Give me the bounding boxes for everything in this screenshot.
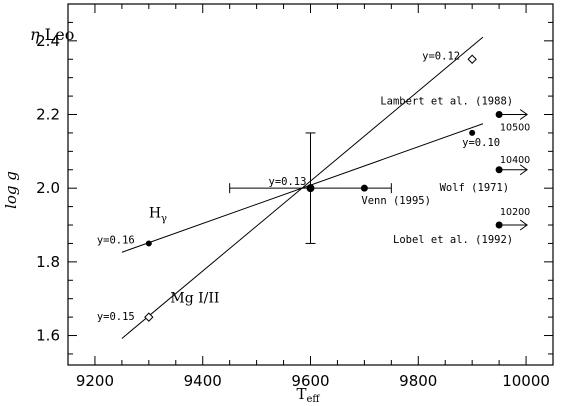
fit-line-label: Hγ — [149, 206, 167, 225]
y-tick-label: 1.8 — [36, 253, 60, 271]
point-marker-diamond — [467, 54, 477, 64]
literature-temperature: 10500 — [500, 123, 530, 134]
arrow-head — [519, 109, 528, 120]
y-tick-label: 1.6 — [36, 327, 60, 345]
fit-line-label-sub: γ — [161, 214, 167, 225]
y-axis-label: log g — [2, 171, 20, 209]
literature-marker — [360, 184, 368, 192]
y-tick-label: 2.4 — [36, 32, 60, 50]
title-star: Leo — [40, 25, 75, 44]
literature-label: Venn (1995) — [361, 195, 431, 207]
point-marker-diamond — [144, 312, 154, 322]
point-marker-dot — [469, 129, 476, 136]
literature-label: Lambert et al. (1988) — [380, 96, 513, 108]
literature-label: Wolf (1971) — [440, 182, 510, 194]
axis-ticks: 9200 9400 9600 9800 10000 1.6 1.8 2.0 2.2 2.4 — [36, 3, 554, 390]
fit-line-label: Mg I/II — [170, 290, 219, 306]
y-tick-label: 2.2 — [36, 106, 60, 124]
point-marker-dot — [306, 184, 315, 193]
arrow-head — [519, 164, 528, 176]
point-label: y=0.13 — [269, 176, 307, 188]
fit-line-label-main: Mg I/II — [170, 290, 219, 306]
literature-temperature: 10200 — [500, 207, 530, 218]
x-axis-label-main: T — [296, 385, 306, 403]
literature-points: Venn (1995) Lambert et al. (1988) 10500 Wol… — [360, 96, 530, 246]
literature-temperature: 10400 — [500, 155, 530, 166]
x-axis-label: Teff — [296, 385, 320, 405]
x-tick-label: 9400 — [184, 372, 222, 390]
literature-label: Lobel et al. (1992) — [393, 234, 513, 246]
title-eta: η — [30, 25, 40, 44]
point-label: y=0.12 — [422, 50, 460, 62]
chart-title: η Leo — [30, 25, 74, 44]
x-tick-label: 10000 — [502, 372, 550, 390]
point-label: y=0.10 — [462, 137, 500, 149]
x-axis-label-sub: eff — [306, 394, 320, 405]
fit-line-label-main: H — [149, 206, 161, 222]
arrow-head — [519, 219, 528, 231]
x-tick-label: 9800 — [399, 372, 437, 390]
point-label: y=0.15 — [97, 311, 135, 323]
data-points: y=0.16 y=0.15 y=0.13 y=0.10 y=0.12 — [97, 50, 500, 323]
x-tick-label: 9200 — [76, 372, 114, 390]
y-tick-label: 2.0 — [36, 179, 60, 197]
point-marker-dot — [145, 240, 152, 247]
x-tick-label: 9600 — [291, 372, 329, 390]
point-label: y=0.16 — [97, 234, 135, 246]
